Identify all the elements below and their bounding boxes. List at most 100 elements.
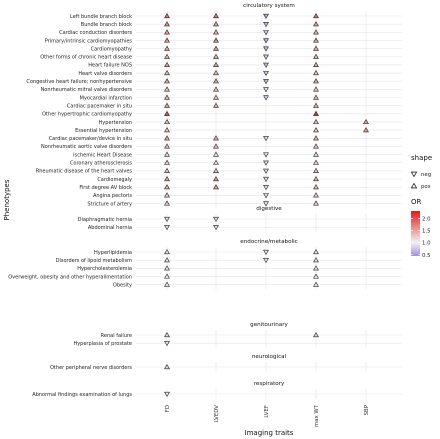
x-tick-label: LVEDV (214, 405, 220, 423)
data-point-neg (263, 70, 269, 77)
data-point-pos (213, 151, 219, 157)
data-point-pos (164, 102, 170, 108)
data-point-neg (263, 176, 269, 183)
row-label: Congestive heart failure; nonhypertensiv… (26, 79, 132, 85)
row-label: Essential hypertension (75, 128, 132, 134)
color-legend-tick-label: 1.5 (422, 228, 431, 234)
row-label: Heart valve disorders (78, 71, 132, 77)
data-point-pos (213, 94, 219, 100)
panel-5: respiratory Abnormal findings examination… (32, 381, 402, 399)
row-label: Hypertension (99, 120, 132, 126)
row-label: Left bundle branch block (70, 14, 132, 20)
data-point-neg (164, 216, 170, 223)
data-point-pos (213, 70, 219, 76)
data-point-pos (164, 331, 170, 338)
data-point-pos (164, 281, 170, 287)
data-point-pos (164, 200, 170, 206)
data-point-neg (263, 136, 269, 142)
panel-title: digestive (256, 206, 282, 212)
data-point-neg (263, 54, 269, 60)
data-point-neg (164, 341, 170, 347)
data-point-neg (263, 193, 269, 199)
color-legend-bar (411, 211, 420, 256)
shape-legend: shape neg pos (410, 154, 432, 190)
data-point-pos (164, 135, 170, 141)
data-point-pos (164, 12, 170, 19)
data-point-pos (313, 273, 319, 279)
data-point-pos (313, 192, 319, 198)
row-label: Cardiomyopathy (91, 46, 132, 52)
data-point-pos (313, 61, 319, 67)
data-point-pos (164, 29, 170, 35)
data-point-pos (164, 37, 170, 43)
data-point-pos (313, 70, 319, 76)
panel-2: endocrine/metabolic Hyperlipidemia Disorde… (8, 239, 402, 290)
data-point-neg (263, 79, 269, 85)
data-point-neg (263, 22, 269, 28)
row-label: Stricture of artery (87, 201, 132, 207)
panel-title: respiratory (254, 381, 285, 387)
color-legend-title: OR (411, 198, 422, 206)
x-tick-label: SBP (364, 404, 370, 415)
data-point-pos (213, 61, 219, 67)
data-point-pos (164, 78, 170, 84)
data-point-pos (363, 118, 369, 125)
data-point-pos (213, 102, 219, 108)
data-point-pos (164, 94, 170, 100)
color-legend-tick-label: 0.5 (422, 253, 431, 259)
row-label: Cardiac pacemaker/device in situ (49, 136, 132, 142)
data-point-pos (164, 53, 170, 59)
panel-3: genitourinary Renal failure Hyperplasia of… (73, 322, 402, 349)
data-point-neg (263, 249, 269, 256)
row-label: Disorders of lipoid metabolism (56, 258, 133, 264)
data-point-pos (313, 21, 319, 27)
row-label: Hyperlipidemia (94, 250, 132, 256)
row-label: Rheumatic disease of the heart valves (36, 169, 133, 175)
data-point-neg (263, 13, 269, 20)
data-point-neg (263, 87, 269, 93)
data-point-pos (164, 167, 170, 173)
panel-title: genitourinary (250, 322, 288, 328)
data-point-pos (164, 61, 170, 67)
panel-1: digestive Diaphragmatic hernia Abdominal h… (78, 206, 402, 233)
data-point-neg (263, 38, 269, 44)
data-point-pos (313, 78, 319, 84)
data-point-pos (313, 159, 319, 165)
shape-legend-symbol (410, 171, 418, 178)
data-point-pos (213, 159, 219, 165)
data-point-pos (313, 281, 319, 287)
color-legend-tick-label: 1.0 (422, 241, 431, 247)
data-point-pos (313, 86, 319, 92)
data-point-pos (164, 363, 170, 370)
x-tick-label: max WT (314, 404, 320, 427)
row-label: Other forms of chronic heart disease (40, 55, 132, 61)
data-point-pos (164, 45, 170, 51)
row-label: Ischemic Heart Disease (73, 152, 132, 158)
row-label: Bundle branch block (81, 22, 132, 28)
data-point-neg (213, 216, 219, 223)
data-point-pos (213, 37, 219, 43)
data-point-pos (164, 159, 170, 165)
data-point-pos (164, 273, 170, 279)
data-point-pos (164, 86, 170, 92)
data-point-pos (213, 78, 219, 84)
data-point-pos (313, 135, 319, 141)
row-label: Angina pectoris (93, 193, 132, 199)
shape-legend-label: neg (421, 172, 431, 178)
row-label: Nonrheumatic mitral valve disorders (41, 87, 133, 93)
data-point-pos (313, 110, 319, 116)
data-point-pos (164, 192, 170, 198)
row-label: Primary/intrinsic cardiomyopathies (45, 38, 133, 44)
row-label: Coronary atherosclerosis (70, 161, 132, 167)
data-point-neg (164, 225, 170, 231)
data-point-pos (313, 200, 319, 206)
data-point-pos (164, 257, 170, 263)
row-label: Other hypertrophic cardiomyopathy (42, 112, 132, 118)
data-point-pos (164, 118, 170, 125)
data-point-pos (213, 21, 219, 27)
data-point-neg (263, 258, 269, 264)
panel-title: endocrine/metabolic (240, 239, 297, 245)
data-point-pos (313, 265, 319, 271)
row-label: Hyperplasia of prostate (73, 341, 132, 347)
